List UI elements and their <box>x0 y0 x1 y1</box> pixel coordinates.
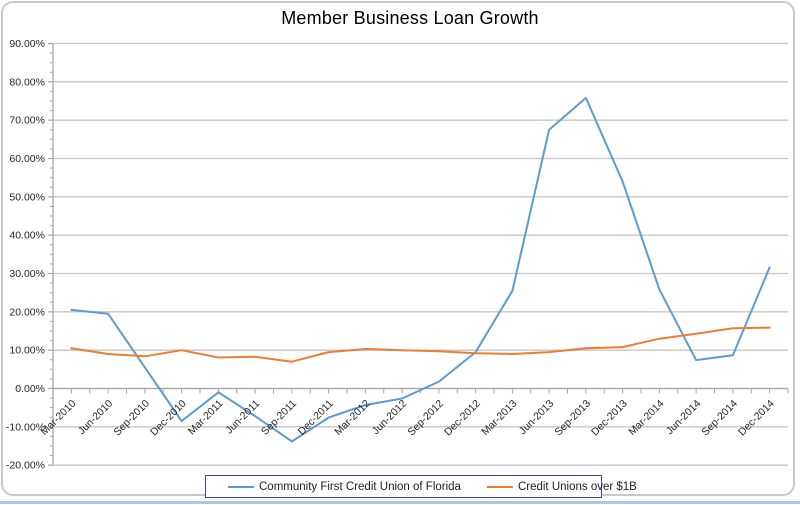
y-axis-label: 30.00% <box>9 268 45 280</box>
x-axis-label: Mar-2011 <box>186 398 226 438</box>
y-axis-label: 70.00% <box>9 115 45 127</box>
y-axis-label: -20.00% <box>6 460 45 472</box>
y-axis-label: 80.00% <box>9 76 45 88</box>
x-axis-label: Mar-2012 <box>332 398 372 438</box>
x-axis-label: Mar-2013 <box>479 398 519 438</box>
x-axis-label: Sep-2014 <box>699 398 740 439</box>
legend-line-sample-0 <box>228 485 254 488</box>
legend-line-sample-1 <box>486 485 513 488</box>
chart-frame[interactable] <box>1 1 795 496</box>
legend-label-1: Credit Unions over $1B <box>517 480 637 493</box>
y-axis-label: 10.00% <box>9 345 45 357</box>
y-axis-label: 60.00% <box>9 153 45 165</box>
legend-entry-0[interactable]: Community First Credit Union of Florida <box>228 481 461 493</box>
x-axis-label: Dec-2012 <box>442 398 483 439</box>
legend-entry-1[interactable]: Credit Unions over $1B <box>486 480 637 493</box>
legend-label-0: Community First Credit Union of Florida <box>259 480 461 493</box>
x-axis-label: Sep-2012 <box>405 398 446 439</box>
x-axis-label: Jun-2013 <box>517 398 557 438</box>
x-axis-label: Mar-2010 <box>38 398 78 438</box>
y-axis-label: 0.00% <box>15 383 45 395</box>
x-axis-label: Jun-2010 <box>76 398 116 438</box>
x-axis-label: Mar-2014 <box>626 398 666 438</box>
x-axis-label: Dec-2014 <box>736 398 777 439</box>
y-axis-label: -10.00% <box>6 421 45 433</box>
x-axis-label: Sep-2010 <box>111 398 152 439</box>
bottom-window-edge <box>0 501 800 504</box>
y-axis-label: 50.00% <box>9 191 45 203</box>
y-axis-label: 40.00% <box>9 230 45 242</box>
x-axis-label: Dec-2010 <box>148 398 189 439</box>
y-axis-label: 20.00% <box>9 306 45 318</box>
y-axis-label: 90.00% <box>9 38 45 50</box>
series-line-1[interactable] <box>70 326 771 363</box>
legend[interactable]: Community First Credit Union of Florida C… <box>205 475 637 498</box>
x-axis-label: Sep-2013 <box>552 398 593 439</box>
chart-title: Member Business Loan Growth <box>281 8 539 28</box>
x-axis-label: Dec-2013 <box>589 398 630 439</box>
x-axis-label: Jun-2014 <box>664 398 704 438</box>
series-line-0[interactable] <box>70 96 771 443</box>
